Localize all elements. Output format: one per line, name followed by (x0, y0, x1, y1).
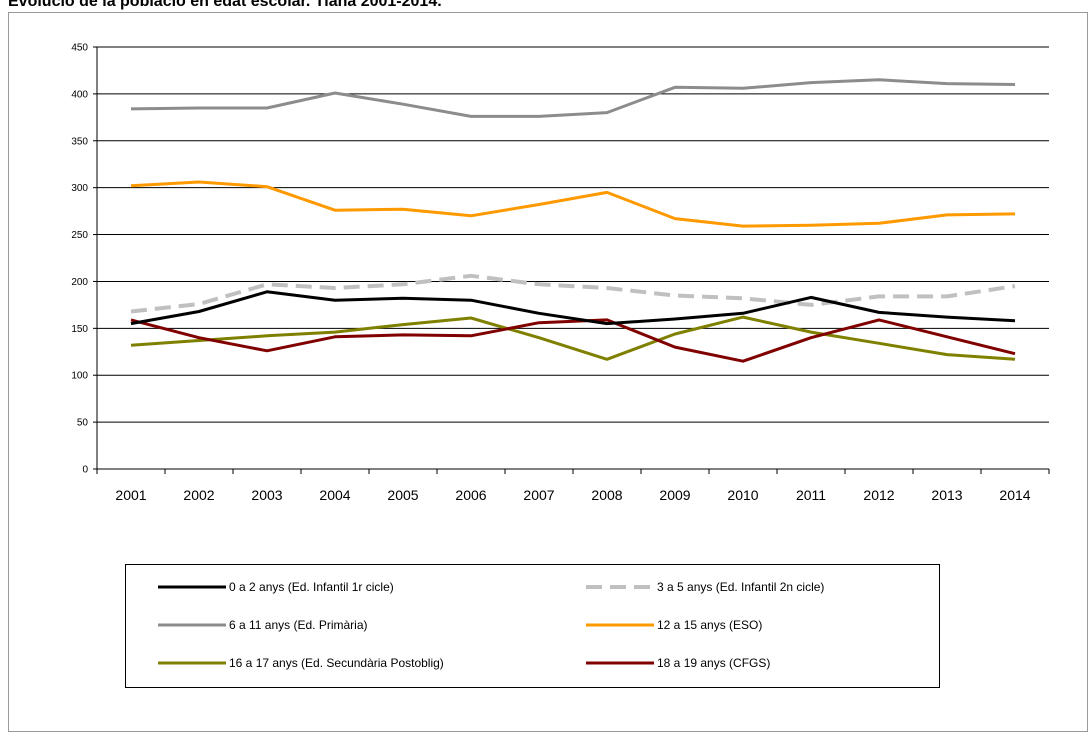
legend-swatch-3 (586, 623, 654, 627)
legend-swatch-4 (158, 661, 226, 665)
legend-item-1: 3 a 5 anys (Ed. Infantil 2n cicle) (586, 577, 824, 597)
chart-legend: 0 a 2 anys (Ed. Infantil 1r cicle) 3 a 5 … (125, 564, 940, 688)
y-tick-label-9: 450 (71, 43, 88, 54)
series-line-0 (130, 290, 1016, 326)
y-tick-label-1: 50 (77, 418, 89, 429)
series-line-2 (130, 78, 1016, 118)
x-tick-label-5: 2006 (455, 487, 486, 503)
y-tick-label-3: 150 (71, 324, 88, 335)
legend-item-2: 6 a 11 anys (Ed. Primària) (158, 615, 368, 635)
x-tick-label-7: 2008 (591, 487, 622, 503)
y-tick-label-5: 250 (71, 230, 88, 241)
x-tick-label-9: 2010 (727, 487, 758, 503)
legend-swatch-2 (158, 623, 226, 627)
x-tick-label-13: 2014 (999, 487, 1030, 503)
x-tick-label-0: 2001 (115, 487, 146, 503)
legend-item-5: 18 a 19 anys (CFGS) (586, 653, 770, 673)
y-tick-label-8: 400 (71, 89, 88, 100)
x-tick-label-12: 2013 (931, 487, 962, 503)
legend-label-4: 16 a 17 anys (Ed. Secundària Postoblig) (229, 656, 444, 670)
x-tick-label-10: 2011 (796, 487, 826, 503)
x-tick-label-1: 2002 (183, 487, 214, 503)
legend-label-1: 3 a 5 anys (Ed. Infantil 2n cicle) (657, 580, 825, 594)
legend-item-3: 12 a 15 anys (ESO) (586, 615, 762, 635)
legend-swatch-1 (586, 585, 654, 589)
y-tick-label-7: 350 (71, 136, 88, 147)
x-tick-label-8: 2009 (659, 487, 690, 503)
series-line-4 (130, 315, 1016, 361)
x-tick-label-4: 2005 (387, 487, 418, 503)
x-tick-label-3: 2004 (319, 487, 350, 503)
legend-label-5: 18 a 19 anys (CFGS) (657, 656, 771, 670)
series-line-1 (130, 273, 1016, 314)
legend-label-0: 0 a 2 anys (Ed. Infantil 1r cicle) (229, 580, 394, 594)
legend-swatch-0 (158, 585, 226, 589)
x-tick-label-11: 2012 (863, 487, 894, 503)
series-line-3 (130, 180, 1016, 228)
legend-swatch-5 (586, 661, 654, 665)
legend-label-3: 12 a 15 anys (ESO) (657, 618, 763, 632)
legend-item-0: 0 a 2 anys (Ed. Infantil 1r cicle) (158, 577, 394, 597)
x-tick-label-6: 2007 (523, 487, 554, 503)
y-tick-label-2: 100 (71, 371, 88, 382)
series-line-5 (130, 318, 1016, 363)
chart-title: Evolució de la població en edat escolar.… (8, 0, 442, 10)
y-tick-label-0: 0 (82, 465, 88, 476)
y-tick-label-6: 300 (71, 183, 88, 194)
x-tick-label-2: 2003 (251, 487, 282, 503)
legend-label-2: 6 a 11 anys (Ed. Primària) (229, 618, 368, 632)
legend-item-4: 16 a 17 anys (Ed. Secundària Postoblig) (158, 653, 444, 673)
y-tick-label-4: 200 (71, 277, 88, 288)
